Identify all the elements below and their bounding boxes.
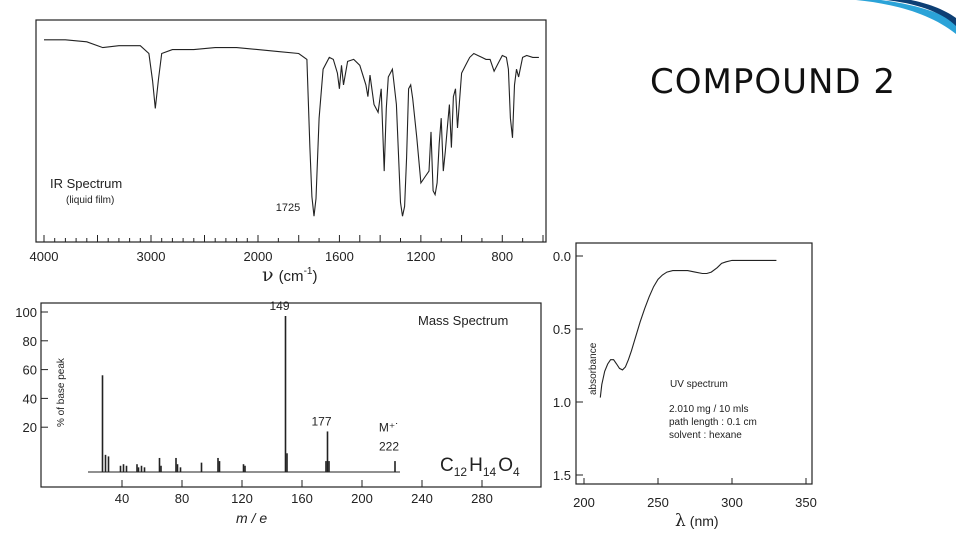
ms-title: Mass Spectrum: [418, 313, 508, 328]
ms-x-tick-label: 240: [411, 491, 433, 506]
ir-x-label-symbol: ν: [262, 264, 274, 286]
uv-x-label-symbol: λ: [675, 511, 686, 531]
ms-y-tick-label: 20: [23, 420, 37, 435]
ms-y-label: % of base peak: [56, 357, 67, 427]
ir-subtitle: (liquid film): [66, 195, 114, 206]
ms-x-tick-label: 200: [351, 491, 373, 506]
uv-y-tick-label: 0.5: [553, 322, 571, 337]
ir-x-tick-label: 2000: [244, 249, 273, 264]
uv-plot-frame: [575, 242, 813, 485]
uv-x-tick-label: 250: [647, 495, 669, 510]
uv-y-tick-label: 0.0: [553, 249, 571, 264]
uv-note-path: path length : 0.1 cm: [669, 417, 757, 428]
ir-x-label-unit: (cm: [279, 268, 304, 285]
uv-title: UV spectrum: [670, 379, 728, 390]
uv-note-solvent: solvent : hexane: [669, 430, 742, 441]
ir-chart: 4000 3000 2000 1600 1200 800 1725 IR Spectrum…: [30, 19, 547, 286]
ms-plot-frame: [40, 302, 542, 488]
ms-annotations: 149 177 M⁺˙ 222: [269, 299, 399, 453]
ir-x-axis: 4000 3000 2000 1600 1200 800: [30, 235, 546, 264]
ir-x-tick-label: 1600: [325, 249, 354, 264]
uv-x-tick-label: 350: [795, 495, 817, 510]
ms-x-label: m / e: [236, 510, 267, 526]
uv-y-tick-label: 1.5: [553, 468, 571, 483]
uv-x-label: λ (nm): [675, 511, 719, 531]
slide-title: COMPOUND 2: [650, 62, 897, 102]
ms-y-tick-label: 80: [23, 334, 37, 349]
ms-y-tick-label: 100: [15, 305, 37, 320]
ir-x-tick-label: 800: [491, 249, 513, 264]
ir-title: IR Spectrum: [50, 176, 122, 191]
ms-formula-o: O: [498, 455, 513, 476]
ms-formula-o-count: 4: [513, 465, 520, 479]
ms-formula-c-count: 12: [454, 465, 468, 479]
ir-x-label: ν (cm-1): [262, 264, 317, 286]
uv-x-label-unit: (nm): [690, 513, 719, 529]
ms-x-tick-label: 80: [175, 491, 189, 506]
ms-axes: 40 80 120 160 200 240 280 20 40 60 80 100: [15, 305, 493, 506]
ms-bars: [101, 316, 396, 472]
ir-x-label-exponent: -1: [304, 266, 313, 277]
ms-formula-h-count: 14: [483, 465, 497, 479]
ir-series-line: [44, 39, 539, 217]
ir-peak-label: 1725: [276, 202, 300, 214]
ms-y-tick-label: 60: [23, 363, 37, 378]
ms-x-tick-label: 280: [471, 491, 493, 506]
ir-x-label-close: ): [312, 268, 317, 285]
ms-peak-label: 149: [269, 299, 289, 313]
ir-x-tick-label: 4000: [30, 249, 59, 264]
ms-formula-h: H: [469, 455, 483, 476]
uv-axes: 200 250 300 350 0.0 0.5 1.0 1.5: [553, 249, 817, 510]
ir-annotations: 1725: [276, 202, 300, 214]
ir-x-tick-label: 1200: [406, 249, 435, 264]
ms-formula: C12 H14 O4: [440, 455, 520, 479]
ms-x-tick-label: 40: [115, 491, 129, 506]
ms-y-tick-label: 40: [23, 391, 37, 406]
ms-peak-label: 222: [379, 439, 399, 453]
uv-x-tick-label: 300: [721, 495, 743, 510]
ms-x-tick-label: 120: [231, 491, 253, 506]
uv-note-mass: 2.010 mg / 10 mls: [669, 404, 748, 415]
uv-x-tick-label: 200: [573, 495, 595, 510]
uv-y-tick-label: 1.0: [553, 395, 571, 410]
ms-peak-label: M⁺˙: [379, 421, 399, 435]
ms-chart: 40 80 120 160 200 240 280 20 40 60 80 100 149 177 M⁺˙…: [15, 299, 542, 526]
decorative-swoosh: [856, 0, 956, 34]
uv-series-line: [599, 259, 777, 398]
uv-chart: 200 250 300 350 0.0 0.5 1.0 1.5 absorbance UV s…: [553, 242, 817, 531]
uv-y-label: absorbance: [588, 342, 599, 395]
ms-formula-c: C: [440, 455, 454, 476]
ms-peak-label: 177: [311, 414, 331, 428]
ms-x-tick-label: 160: [291, 491, 313, 506]
ir-x-tick-label: 3000: [137, 249, 166, 264]
